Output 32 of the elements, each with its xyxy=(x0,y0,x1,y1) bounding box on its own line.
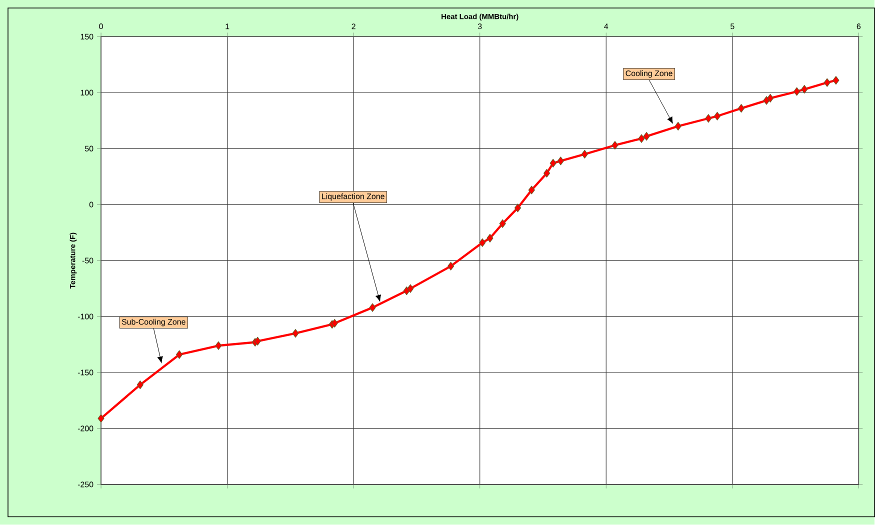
point xyxy=(215,341,222,350)
point xyxy=(543,169,550,178)
point xyxy=(369,303,376,312)
point xyxy=(705,114,712,123)
point xyxy=(254,336,261,346)
point xyxy=(557,156,564,166)
point xyxy=(176,350,183,359)
point xyxy=(407,284,414,293)
point xyxy=(98,414,104,423)
point xyxy=(550,158,556,168)
point xyxy=(136,380,144,390)
point xyxy=(612,141,618,150)
point xyxy=(738,104,745,113)
point xyxy=(824,78,830,87)
point xyxy=(767,94,774,103)
point xyxy=(638,134,645,143)
point xyxy=(486,234,494,243)
point xyxy=(674,122,682,131)
point xyxy=(292,329,299,338)
point xyxy=(794,87,800,96)
point xyxy=(801,85,808,94)
point xyxy=(581,150,588,159)
point xyxy=(832,76,840,85)
point xyxy=(514,204,522,212)
point xyxy=(714,112,721,121)
point xyxy=(643,132,650,141)
point xyxy=(479,238,486,248)
point xyxy=(528,186,535,194)
point xyxy=(403,286,410,296)
point xyxy=(499,219,506,228)
point xyxy=(448,262,454,271)
point xyxy=(331,319,338,328)
